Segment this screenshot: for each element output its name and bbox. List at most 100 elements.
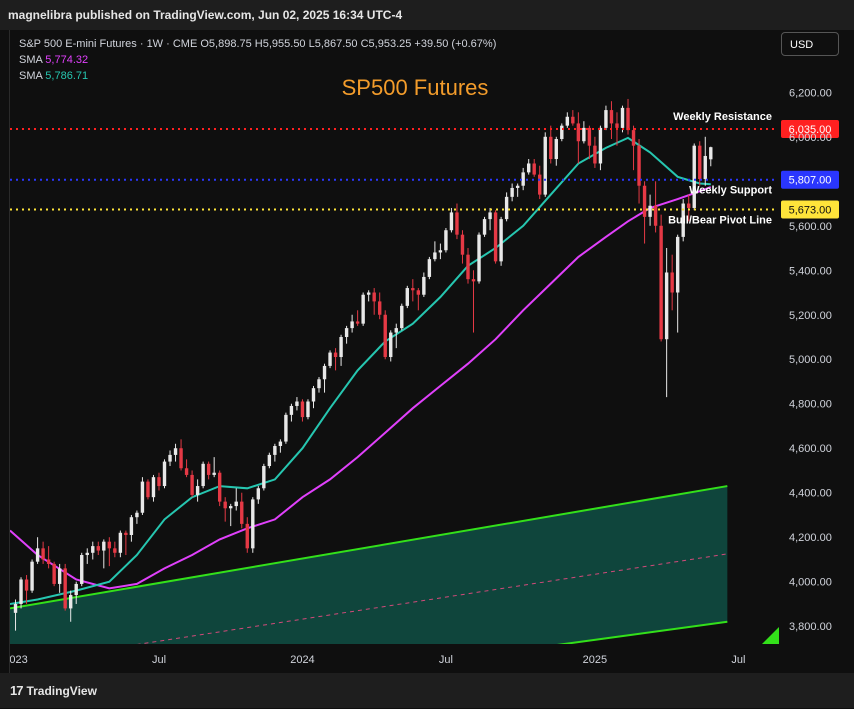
candle-body (416, 290, 421, 295)
candle-body (499, 219, 503, 262)
candle-body (201, 463, 205, 487)
candle-body (91, 546, 95, 553)
candle-body (637, 145, 641, 186)
candle-body (361, 294, 365, 324)
channel-fill (10, 486, 728, 644)
candle-body (598, 127, 603, 164)
candle-body (427, 259, 432, 277)
price-chart[interactable]: Weekly Resistance 6,035.00 Weekly Support 5… (10, 30, 854, 673)
candle-body (184, 468, 189, 475)
channel-upper-line[interactable] (10, 485, 728, 610)
candle-body (582, 127, 586, 142)
level-label-0: Weekly Resistance (673, 111, 772, 123)
publish-info: magnelibra published on TradingView.com,… (0, 0, 854, 30)
candle-body (488, 212, 492, 220)
candle-body (609, 110, 614, 124)
candle-body (129, 517, 134, 535)
y-tick-label: 4,000.00 (789, 577, 832, 589)
level-price-text-2: 5,673.00 (789, 205, 832, 217)
candle-body (206, 463, 211, 475)
candle-body (648, 205, 652, 217)
level-price-text-1: 5,807.00 (789, 175, 832, 187)
y-tick-label: 4,400.00 (789, 488, 832, 500)
channel-mid-line[interactable] (10, 553, 728, 664)
candle-body (262, 466, 266, 489)
candle-body (339, 337, 343, 358)
candle-body (631, 130, 636, 146)
candle-body (344, 328, 349, 337)
x-tick-label: Jul (439, 654, 453, 666)
y-tick-label: 3,800.00 (789, 621, 832, 633)
candle-body (256, 488, 261, 500)
candle-body (19, 579, 23, 604)
candle-body (74, 583, 78, 596)
candle-body (477, 234, 481, 282)
candle-body (504, 196, 509, 220)
tradingview-logo-icon: 17 (10, 683, 24, 698)
candle-body (466, 254, 470, 280)
candle-body (433, 252, 437, 260)
x-tick-label: 2025 (583, 654, 607, 666)
candle-body (549, 136, 553, 160)
legend-symbol-row: S&P 500 E-mini Futures · 1W · CME O5,898… (19, 36, 496, 52)
candle-body (245, 523, 249, 549)
candle-body (146, 481, 150, 498)
chart-legend: S&P 500 E-mini Futures · 1W · CME O5,898… (19, 36, 496, 84)
candle-body (251, 499, 255, 549)
candle-body (538, 174, 542, 195)
level-price-tag-1 (781, 170, 839, 189)
candle-body (63, 568, 67, 609)
level-price-tag-0 (781, 119, 839, 138)
candle-body (179, 448, 183, 469)
candle-body (587, 127, 592, 146)
candle-body (168, 454, 172, 462)
candle-body (284, 414, 288, 442)
candle-body (670, 272, 674, 293)
candle-body (41, 548, 45, 560)
candle-body (411, 288, 415, 291)
currency-button[interactable]: USD (781, 32, 839, 56)
y-tick-label: 5,600.00 (789, 221, 832, 233)
y-tick-label: 6,000.00 (789, 132, 832, 144)
candle-body (113, 548, 117, 553)
chart-area[interactable]: Weekly Resistance 6,035.00 Weekly Support 5… (9, 30, 854, 673)
candle-body (118, 532, 123, 553)
candle-body (543, 136, 547, 195)
candle-body (212, 472, 216, 475)
candle-body (162, 461, 167, 487)
candle-body (400, 305, 404, 329)
symbol-name[interactable]: S&P 500 E-mini Futures · 1W · CME (19, 38, 198, 50)
legend-sma-fast-row[interactable]: SMA 5,786.71 (19, 68, 496, 84)
candle-body (217, 472, 222, 502)
candle-body (240, 501, 244, 524)
y-tick-label: 6,200.00 (789, 87, 832, 99)
candle-body (372, 292, 376, 302)
candle-body (560, 125, 564, 140)
corner-marker (762, 627, 779, 644)
candle-body (223, 501, 227, 509)
candle-body (295, 401, 299, 406)
candle-body (355, 321, 360, 324)
candle-body (615, 123, 619, 128)
candle-body (52, 563, 56, 584)
tradingview-logo[interactable]: 17 TradingView (10, 673, 97, 709)
candle-body (311, 388, 316, 402)
candle-body (620, 107, 625, 128)
candle-body (515, 185, 520, 188)
candle-body (135, 512, 139, 518)
candle-body (229, 506, 233, 509)
candle-body (394, 328, 398, 333)
legend-sma-slow-row[interactable]: SMA 5,774.32 (19, 52, 496, 68)
candle-body (267, 454, 272, 467)
candle-body (35, 548, 40, 562)
candle-body (422, 276, 426, 295)
candle-body (173, 448, 178, 455)
candle-body (692, 145, 696, 208)
candle-body (85, 552, 89, 556)
channel-lower-line[interactable] (10, 620, 728, 673)
level-label-1: Weekly Support (689, 185, 772, 197)
candle-body (444, 230, 448, 251)
x-tick-label: 2023 (10, 654, 28, 666)
candle-body (289, 405, 294, 415)
sma-fast-value: 5,786.71 (45, 70, 89, 82)
